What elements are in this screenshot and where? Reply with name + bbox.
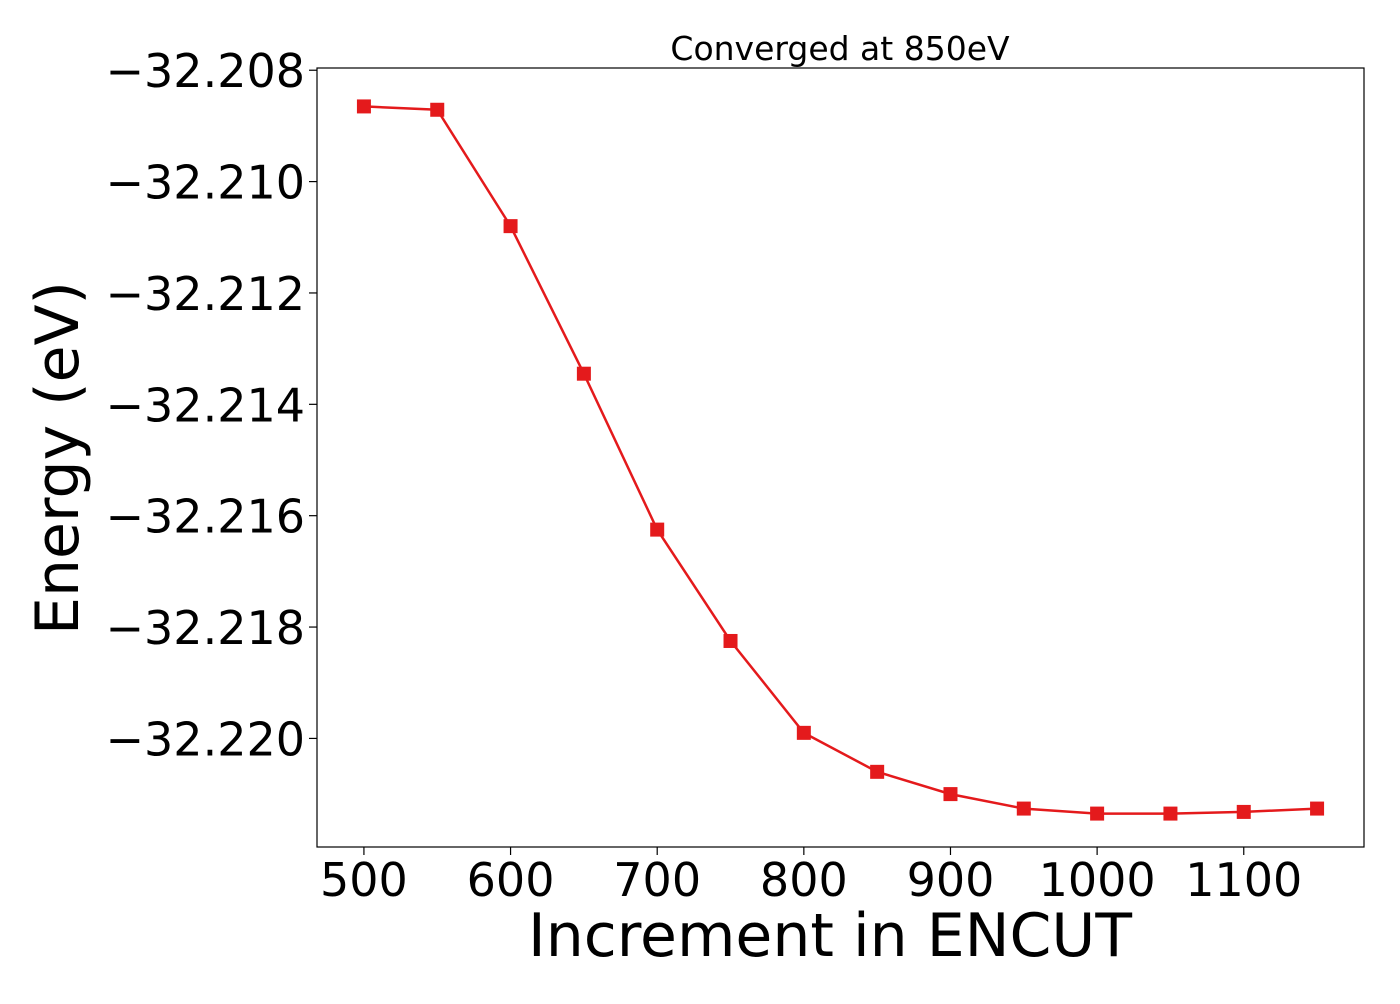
x-tick-label: 500 xyxy=(320,853,408,907)
data-point xyxy=(723,633,738,648)
data-point xyxy=(1090,806,1105,821)
chart-title: Converged at 850eV xyxy=(670,29,1010,68)
series-layer xyxy=(356,99,1325,821)
y-tick-label: −32.218 xyxy=(106,601,306,655)
x-tick-label: 600 xyxy=(467,853,555,907)
y-tick-label: −32.208 xyxy=(106,44,306,98)
data-point xyxy=(1016,801,1031,816)
y-tick-label: −32.216 xyxy=(106,490,306,544)
x-tick-label: 1100 xyxy=(1185,853,1302,907)
y-tick-label: −32.212 xyxy=(106,267,306,321)
data-point xyxy=(430,102,445,117)
x-tick-label: 800 xyxy=(760,853,848,907)
plot-frame xyxy=(316,67,1365,848)
y-axis-ticks: −32.220 −32.218 −32.216 −32.214 −32.212 −32.2… xyxy=(106,44,317,766)
data-point xyxy=(943,787,958,802)
x-tick-label: 700 xyxy=(613,853,701,907)
data-point xyxy=(1163,806,1178,821)
data-point xyxy=(576,366,591,381)
x-tick-label: 1000 xyxy=(1039,853,1156,907)
y-axis-label: Energy (eV) xyxy=(23,281,93,635)
series-line xyxy=(363,105,1318,815)
data-point xyxy=(796,725,811,740)
data-point xyxy=(503,219,518,234)
y-tick-label: −32.220 xyxy=(106,712,306,766)
x-tick-label: 900 xyxy=(907,853,995,907)
data-point xyxy=(1310,801,1325,816)
y-tick-label: −32.210 xyxy=(106,156,306,210)
data-point xyxy=(650,522,665,537)
data-point xyxy=(356,99,371,114)
x-axis-label: Increment in ENCUT xyxy=(528,901,1132,971)
data-point xyxy=(870,764,885,779)
y-tick-label: −32.214 xyxy=(106,378,306,432)
data-point xyxy=(1236,804,1251,819)
x-axis-ticks: 500 600 700 800 900 1000 1100 xyxy=(320,847,1302,907)
